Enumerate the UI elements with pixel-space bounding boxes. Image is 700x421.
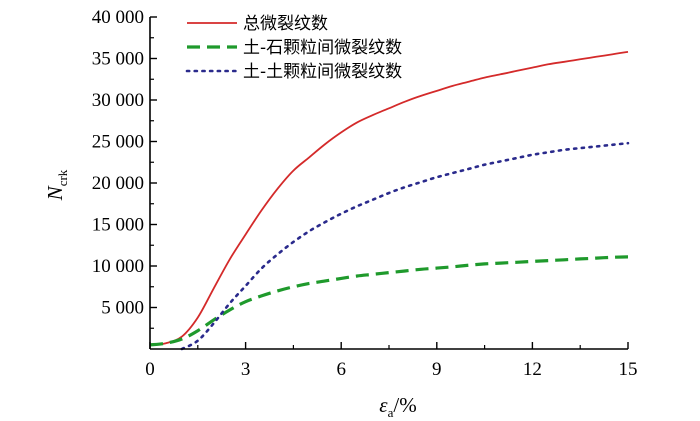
y-tick-label: 25 000 [92,132,144,153]
y-tick-label: 15 000 [92,215,144,236]
x-axis-unit: /% [393,393,416,417]
series-line-2 [149,255,629,347]
x-tick-label: 15 [619,359,638,380]
x-ticks: 0 3 6 9 12 15 [145,342,638,380]
x-tick-label: 6 [336,359,346,380]
series-line-1 [149,51,629,346]
x-tick-label: 3 [241,359,251,380]
y-axis-symbol: N [43,185,67,201]
y-tick-label: 5 000 [101,298,144,319]
x-tick-label: 9 [432,359,442,380]
y-ticks: 5 000 10 000 15 000 20 000 25 000 30 000 35 00… [92,7,157,329]
y-axis-subscript: crk [55,169,70,186]
legend-label-3: 土-土颗粒间微裂纹数 [243,62,402,82]
series-layer [149,51,630,351]
x-axis-symbol: ε [379,393,388,417]
legend-label-2: 土-石颗粒间微裂纹数 [243,38,402,58]
x-axis-title: εa/% [379,393,416,420]
y-tick-label: 20 000 [92,173,144,194]
y-tick-label: 10 000 [92,256,144,277]
legend-label-1: 总微裂纹数 [243,14,328,34]
y-tick-label: 35 000 [92,49,144,70]
y-tick-label: 40 000 [92,7,144,28]
x-tick-label: 12 [523,359,542,380]
x-axis-subscript: a [388,405,394,420]
series-line-3 [180,141,630,351]
y-tick-label: 30 000 [92,90,144,111]
x-tick-label: 0 [145,359,155,380]
y-axis-title: Ncrk [43,169,70,201]
